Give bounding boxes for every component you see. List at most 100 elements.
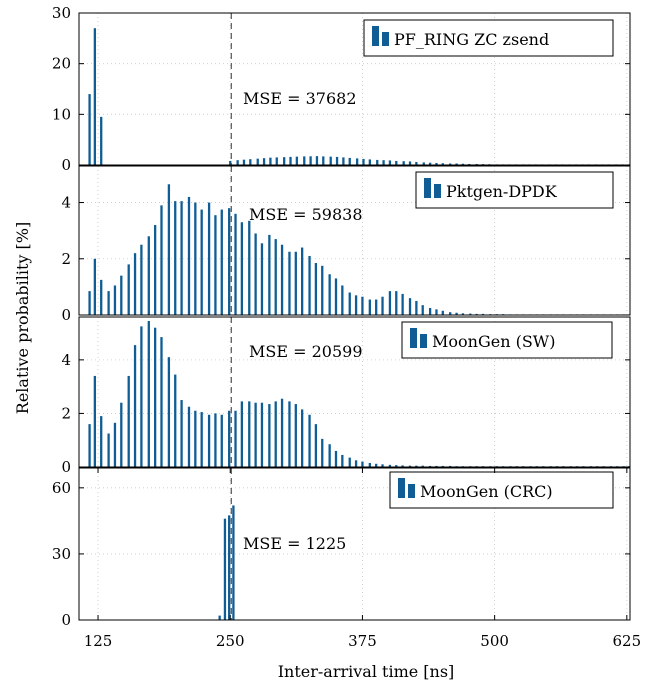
chart-bar: [262, 158, 266, 165]
chart-bar: [280, 244, 284, 315]
chart-bar: [395, 465, 398, 467]
chart-bar: [93, 258, 97, 315]
chart-bar: [449, 465, 452, 467]
chart-bar: [236, 160, 239, 165]
chart-bar: [113, 422, 117, 467]
chart-bar: [93, 375, 97, 467]
chart-bar: [395, 160, 398, 165]
chart-bar: [88, 94, 91, 165]
legend: MoonGen (SW): [401, 321, 613, 359]
chart-bar: [455, 163, 458, 165]
chart-bar: [314, 262, 318, 315]
y-tick-label: 0: [61, 611, 71, 629]
chart-bar: [361, 461, 364, 467]
chart-bar: [375, 463, 378, 467]
chart-bar: [223, 518, 227, 620]
chart-bar: [348, 292, 351, 315]
chart-bar: [107, 433, 110, 467]
chart-bar: [275, 157, 278, 165]
chart-bar: [388, 464, 392, 467]
chart-bar: [160, 205, 163, 315]
legend-swatch: [410, 328, 417, 348]
chart-bar: [133, 253, 137, 315]
chart-bar: [408, 465, 412, 467]
chart-bar: [375, 299, 378, 315]
chart-bar: [362, 158, 365, 165]
chart-bar: [441, 310, 444, 315]
x-tick-label: 500: [480, 632, 509, 650]
chart-bar: [214, 413, 217, 467]
x-axis-label: Inter-arrival time [ns]: [278, 662, 455, 681]
chart-bar: [334, 278, 338, 315]
chart-bar: [321, 438, 324, 467]
chart-bar: [402, 161, 405, 165]
x-tick-label: 250: [216, 632, 245, 650]
chart-bar: [113, 285, 117, 315]
chart-bar: [100, 416, 103, 467]
chart-bar: [228, 515, 231, 620]
chart-bar: [274, 239, 277, 315]
x-tick-label: 125: [84, 632, 113, 650]
legend-swatch: [408, 484, 415, 498]
y-tick-label: 4: [61, 194, 71, 212]
chart-bar: [469, 313, 472, 315]
chart-bar: [120, 402, 123, 467]
mse-label: MSE = 37682: [243, 89, 357, 108]
chart-bar: [461, 313, 465, 315]
chart-bar: [328, 274, 331, 315]
chart-bar: [341, 285, 344, 315]
chart-bar: [207, 202, 211, 315]
y-axis-label: Relative probability [%]: [13, 222, 32, 414]
chart-bar: [309, 156, 312, 165]
mse-label: MSE = 59838: [249, 205, 363, 224]
legend-label: MoonGen (SW): [432, 332, 555, 351]
chart-bar: [127, 264, 130, 315]
chart-bar: [422, 162, 425, 165]
chart-bar: [449, 312, 452, 315]
chart-bar: [322, 156, 325, 165]
mse-label: MSE = 20599: [249, 342, 363, 361]
chart-bar: [455, 312, 458, 315]
chart-bar: [234, 410, 237, 467]
legend-label: MoonGen (CRC): [420, 482, 553, 501]
chart-panel: 0 2 4 MSE = 59838 Pktgen-DPDK: [61, 165, 631, 324]
chart-bar: [240, 222, 244, 315]
chart-bar: [441, 465, 444, 467]
legend-swatch: [424, 178, 431, 198]
chart-bar: [147, 321, 150, 467]
chart-bar: [288, 401, 291, 467]
y-tick-label: 20: [52, 55, 71, 73]
chart-bar: [140, 244, 143, 315]
chart-bar: [368, 159, 371, 165]
chart-bar: [153, 327, 157, 467]
chart-bar: [107, 291, 110, 315]
chart-bar: [268, 404, 271, 467]
panel-frame: [78, 165, 631, 316]
chart-bar: [288, 251, 291, 315]
chart-bar: [167, 184, 171, 315]
chart-bar: [120, 275, 123, 315]
chart-bar: [268, 234, 271, 315]
chart-bar: [435, 309, 438, 315]
chart-bar: [421, 465, 424, 467]
chart-bar: [283, 157, 286, 165]
chart-bar: [381, 296, 384, 315]
chart-bar: [475, 313, 478, 315]
legend: MoonGen (CRC): [389, 471, 614, 509]
chart-bar: [354, 460, 358, 467]
chart-bar: [127, 375, 130, 467]
chart-bar: [428, 465, 432, 467]
chart-bar: [348, 157, 351, 165]
chart-bar: [368, 462, 371, 467]
chart-bar: [260, 243, 264, 315]
chart-bar: [481, 313, 485, 315]
x-axis-ticks: 125 250 375 500 625: [84, 468, 641, 650]
legend-box: [389, 471, 614, 509]
chart-bar: [180, 201, 183, 315]
chart-bar: [93, 28, 97, 166]
chart-bar: [200, 209, 203, 315]
chart-bar: [256, 158, 259, 165]
chart-bar: [133, 345, 137, 467]
chart-bar: [395, 291, 398, 315]
